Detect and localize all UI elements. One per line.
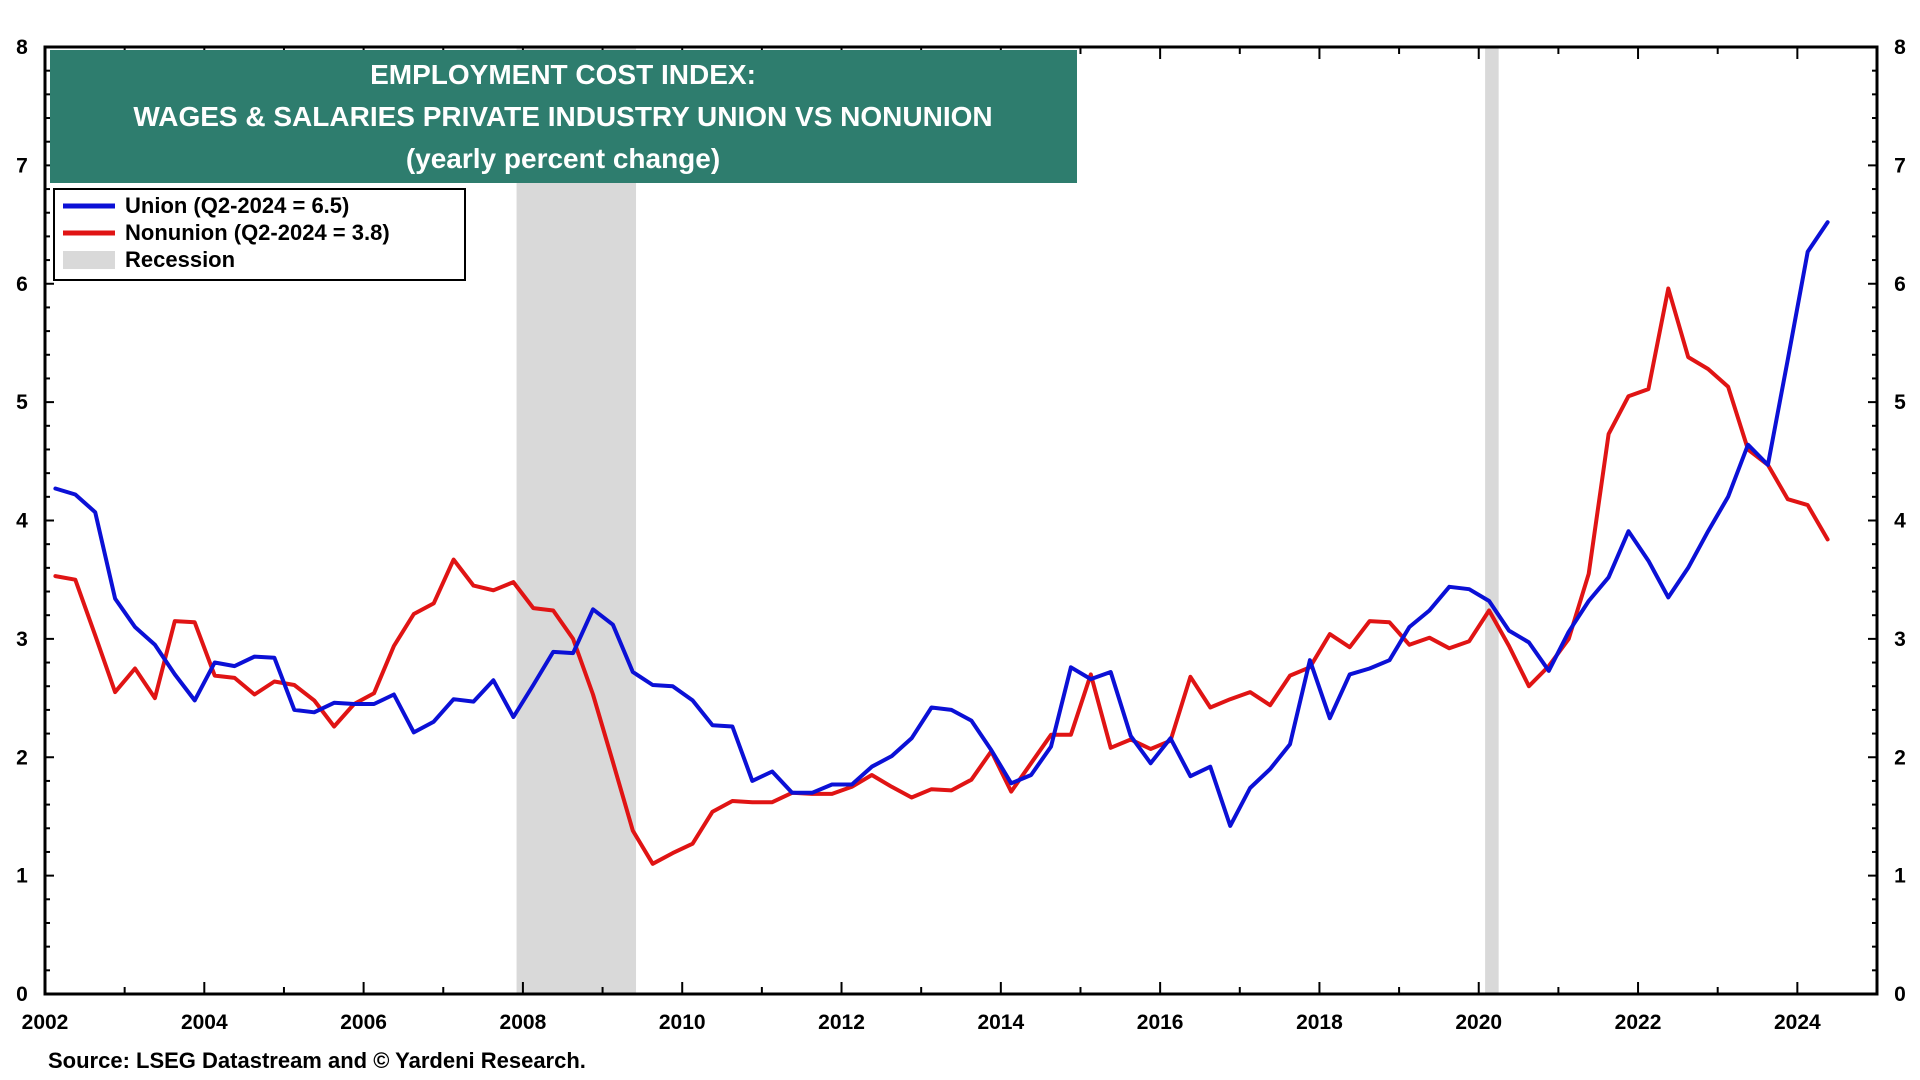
x-tick-label: 2002 — [22, 1011, 69, 1034]
recession-band-1 — [1485, 47, 1499, 994]
y-tick-label-right: 7 — [1894, 154, 1906, 177]
y-tick-label-right: 2 — [1894, 746, 1906, 769]
y-tick-label-right: 4 — [1894, 510, 1906, 533]
x-tick-label: 2016 — [1137, 1011, 1184, 1034]
title-background — [50, 50, 1077, 183]
x-tick-label: 2004 — [181, 1011, 228, 1034]
legend-box — [53, 188, 466, 281]
axes: 0 0 1 1 2 2 3 3 4 4 5 5 6 6 7 7 8 8 2002 2004 2006 2008 2010 20… — [16, 36, 1906, 1034]
y-tick-label-left: 8 — [16, 36, 28, 59]
series-lines — [53, 220, 1830, 866]
y-tick-label-right: 8 — [1894, 36, 1906, 59]
legend-label-union: Union (Q2-2024 = 6.5) — [125, 193, 349, 218]
y-tick-label-left: 6 — [16, 273, 28, 296]
y-tick-label-left: 5 — [16, 391, 28, 414]
chart-units: (yearly percent change) — [406, 143, 720, 174]
x-tick-label: 2018 — [1296, 1011, 1343, 1034]
y-tick-label-left: 7 — [16, 154, 28, 177]
legend-label-recession: Recession — [125, 247, 235, 272]
y-tick-label-left: 3 — [16, 628, 28, 651]
chart-title-box: EMPLOYMENT COST INDEX: WAGES & SALARIES … — [50, 50, 1077, 183]
x-tick-label: 2010 — [659, 1011, 706, 1034]
y-tick-label-right: 1 — [1894, 865, 1906, 888]
y-tick-label-left: 0 — [16, 983, 28, 1006]
source-note: Source: LSEG Datastream and © Yardeni Re… — [48, 1048, 586, 1073]
x-tick-label: 2022 — [1615, 1011, 1662, 1034]
series-line-nonunion — [53, 286, 1830, 866]
y-tick-label-left: 4 — [16, 510, 28, 533]
x-tick-label: 2012 — [818, 1011, 865, 1034]
x-tick-label: 2014 — [977, 1011, 1024, 1034]
y-tick-label-right: 6 — [1894, 273, 1906, 296]
chart-subtitle: WAGES & SALARIES PRIVATE INDUSTRY UNION … — [133, 101, 992, 132]
recession-band-0 — [516, 47, 637, 994]
legend-label-nonunion: Nonunion (Q2-2024 = 3.8) — [125, 220, 390, 245]
recession-bands — [516, 47, 1499, 994]
y-tick-label-right: 5 — [1894, 391, 1906, 414]
y-tick-label-left: 1 — [16, 865, 28, 888]
x-tick-label: 2008 — [500, 1011, 547, 1034]
series-line-union — [53, 220, 1830, 828]
x-tick-label: 2020 — [1455, 1011, 1502, 1034]
legend: Union (Q2-2024 = 6.5) Nonunion (Q2-2024 … — [53, 188, 466, 281]
x-tick-label: 2024 — [1774, 1011, 1821, 1034]
y-tick-label-right: 3 — [1894, 628, 1906, 651]
chart-title: EMPLOYMENT COST INDEX: — [370, 59, 756, 90]
legend-swatch-recession — [63, 251, 115, 269]
y-tick-label-right: 0 — [1894, 983, 1906, 1006]
y-tick-label-left: 2 — [16, 746, 28, 769]
x-tick-label: 2006 — [340, 1011, 387, 1034]
